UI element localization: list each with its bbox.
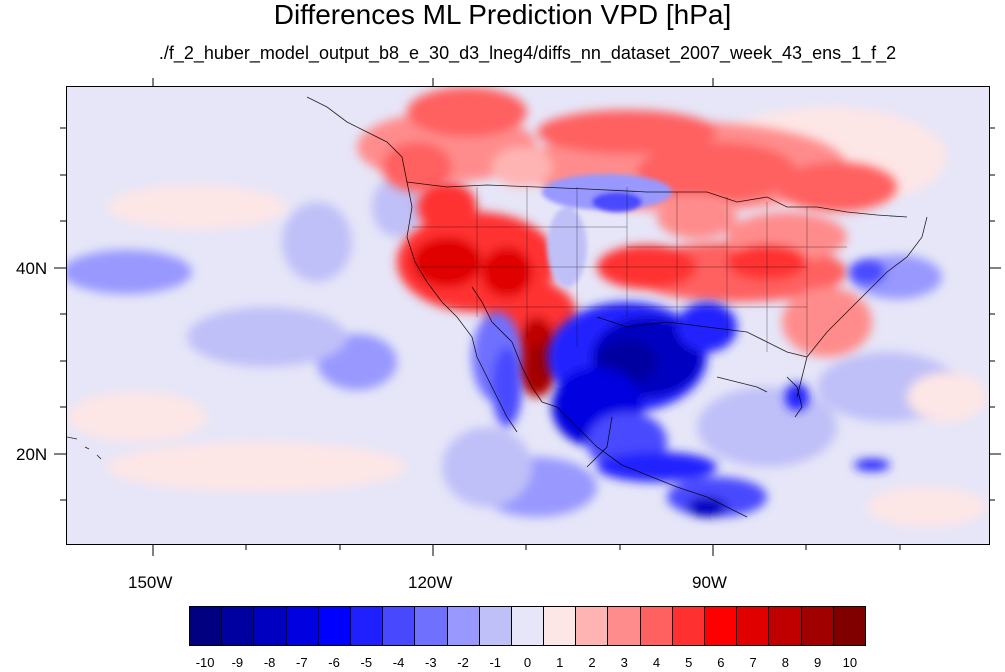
colorbar-swatch: [801, 607, 834, 645]
colorbar-tick-label: 1: [556, 655, 564, 670]
lon-label-150w: 150W: [128, 573, 173, 592]
lat-label-20n: 20N: [16, 445, 48, 464]
colorbar-swatch: [705, 607, 738, 645]
colorbar-tick-label: -1: [489, 655, 502, 670]
state-borders: [412, 187, 847, 357]
vpd-difference-field: [67, 87, 989, 544]
colorbar-tick-label: -9: [231, 655, 244, 670]
colorbar-tick-label: -8: [263, 655, 276, 670]
map-plot-area: [66, 86, 990, 545]
colorbar-tick-label: -4: [392, 655, 405, 670]
lon-label-90w: 90W: [692, 573, 727, 592]
colorbar-swatch: [833, 607, 865, 645]
colorbar-swatch: [608, 607, 641, 645]
colorbar-swatch: [672, 607, 705, 645]
colorbar-tick-label: 5: [685, 655, 693, 670]
colorbar-swatch: [350, 607, 384, 645]
colorbar-swatch: [447, 607, 480, 645]
colorbar-swatch: [640, 607, 673, 645]
colorbar-swatch: [576, 607, 609, 645]
colorbar-tick-label: -7: [296, 655, 308, 670]
map-subtitle: ./f_2_huber_model_output_b8_e_30_d3_lneg…: [158, 43, 897, 63]
colorbar-tick-label: 10: [842, 655, 858, 670]
colorbar-tick-label: -6: [328, 655, 340, 670]
colorbar-swatches: [189, 606, 866, 646]
coastlines: [67, 96, 928, 518]
colorbar-swatch: [190, 607, 223, 645]
colorbar-tick-label: -2: [457, 655, 469, 670]
colorbar-swatch: [318, 607, 351, 645]
colorbar-tick-label: 7: [749, 655, 757, 670]
colorbar-swatch: [737, 607, 770, 645]
colorbar-tick-label: 2: [588, 655, 596, 670]
colorbar-tick-label: 6: [717, 655, 725, 670]
lat-label-40n: 40N: [16, 259, 48, 278]
colorbar-tick-label: -3: [425, 655, 437, 670]
colorbar-swatch: [415, 607, 448, 645]
eastern-us-red: [597, 195, 872, 357]
colorbar-swatch: [286, 607, 319, 645]
colorbar-tick-label: 3: [620, 655, 628, 670]
lon-label-120w: 120W: [408, 573, 453, 592]
colorbar-tick-label: 8: [781, 655, 789, 670]
colorbar-tick-label: 9: [814, 655, 822, 670]
colorbar-tick-label: 4: [652, 655, 661, 670]
colorbar-swatch: [769, 607, 802, 645]
pacific-blue-patches: [67, 177, 957, 517]
map-title: Differences ML Prediction VPD [hPa]: [273, 0, 732, 30]
colorbar-swatch: [383, 607, 416, 645]
colorbar-tick-label: -5: [360, 655, 373, 670]
texas-mexico-blue: [472, 260, 890, 517]
colorbar-tick-label: -10: [195, 655, 215, 670]
colorbar-swatch: [479, 607, 512, 645]
colorbar: [189, 606, 866, 646]
northern-red-band: [357, 87, 897, 212]
colorbar-swatch: [544, 607, 577, 645]
colorbar-tick-label: 0: [523, 655, 532, 670]
colorbar-swatch: [222, 607, 255, 645]
colorbar-swatch: [511, 607, 545, 645]
colorbar-swatch: [254, 607, 287, 645]
